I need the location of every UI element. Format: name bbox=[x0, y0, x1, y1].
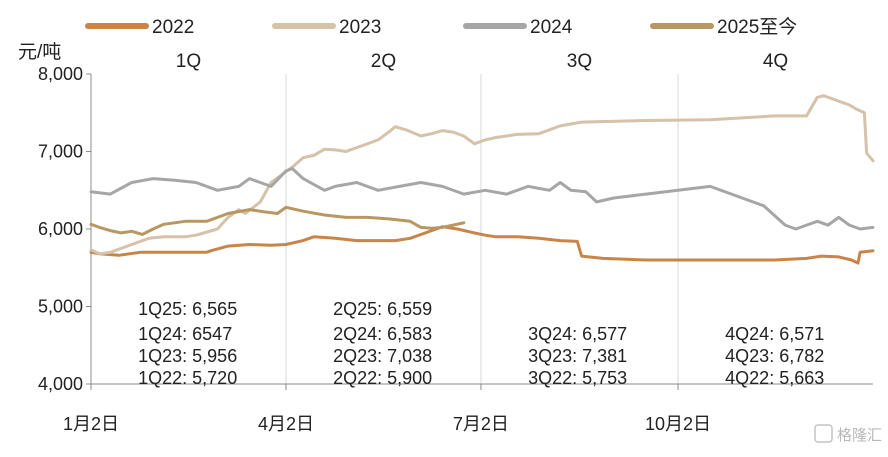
quarter-label: 2Q bbox=[371, 51, 396, 72]
annotation-line: 4Q23: 6,782 bbox=[725, 346, 824, 366]
x-tick-label: 10月2日 bbox=[645, 414, 711, 434]
annotation-line: 4Q22: 5,663 bbox=[725, 368, 824, 388]
quarter-label: 4Q bbox=[763, 51, 788, 72]
series-line-2025 bbox=[89, 205, 466, 236]
x-tick-label: 7月2日 bbox=[453, 414, 509, 434]
legend: 2022 2023 2024 2025至今 bbox=[85, 16, 797, 38]
annotation-line: 2Q23: 7,038 bbox=[333, 346, 432, 366]
x-tick-label: 1月2日 bbox=[63, 414, 119, 434]
watermark-text: 格隆汇 bbox=[837, 427, 882, 444]
x-tick-label: 4月2日 bbox=[258, 414, 314, 434]
annotation-line: 2Q22: 5,900 bbox=[333, 368, 432, 388]
legend-label: 2022 bbox=[152, 17, 194, 38]
series-line-2024 bbox=[89, 167, 875, 231]
annotation-line: 3Q22: 5,753 bbox=[528, 368, 627, 388]
legend-item: 2025至今 bbox=[650, 16, 797, 38]
annotation-line: 3Q23: 7,381 bbox=[528, 346, 627, 366]
quarter-labels: 1Q 2Q 3Q 4Q bbox=[176, 51, 788, 72]
watermark: 格隆汇 bbox=[814, 424, 882, 444]
annotation-line: 1Q22: 5,720 bbox=[138, 368, 237, 388]
legend-item: 2023 bbox=[272, 17, 381, 38]
quarter-label: 3Q bbox=[567, 51, 592, 72]
axis-layer: 4,000 5,000 6,000 7,000 8,000 1月2日 4月2日 7月2日 10月… bbox=[38, 64, 873, 434]
series-layer bbox=[89, 94, 875, 265]
legend-label: 2025至今 bbox=[717, 16, 797, 38]
grid-layer bbox=[285, 74, 679, 384]
series-line-2023 bbox=[89, 94, 875, 256]
legend-label: 2024 bbox=[530, 17, 573, 38]
y-tick-label: 5,000 bbox=[38, 297, 83, 317]
annotation-line: 2Q24: 6,583 bbox=[333, 324, 432, 344]
y-tick-label: 7,000 bbox=[38, 142, 83, 162]
legend-label: 2023 bbox=[339, 17, 381, 38]
annotation-line: 1Q25: 6,565 bbox=[138, 299, 237, 319]
annotation-line: 1Q24: 6547 bbox=[138, 324, 232, 344]
annotation-line: 3Q24: 6,577 bbox=[528, 324, 627, 344]
y-tick-label: 4,000 bbox=[38, 374, 83, 394]
quarter-label: 1Q bbox=[176, 51, 201, 72]
legend-item: 2024 bbox=[463, 17, 573, 38]
y-tick-label: 8,000 bbox=[38, 64, 83, 84]
watermark-logo-icon bbox=[814, 424, 833, 443]
annotation-line: 1Q23: 5,956 bbox=[138, 346, 237, 366]
series-line-2022 bbox=[89, 225, 875, 265]
annotation-line: 2Q25: 6,559 bbox=[333, 299, 432, 319]
annotation-line: 4Q24: 6,571 bbox=[725, 324, 824, 344]
y-axis-unit-label: 元/吨 bbox=[18, 41, 61, 63]
y-tick-label: 6,000 bbox=[38, 219, 83, 239]
legend-item: 2022 bbox=[85, 17, 194, 38]
